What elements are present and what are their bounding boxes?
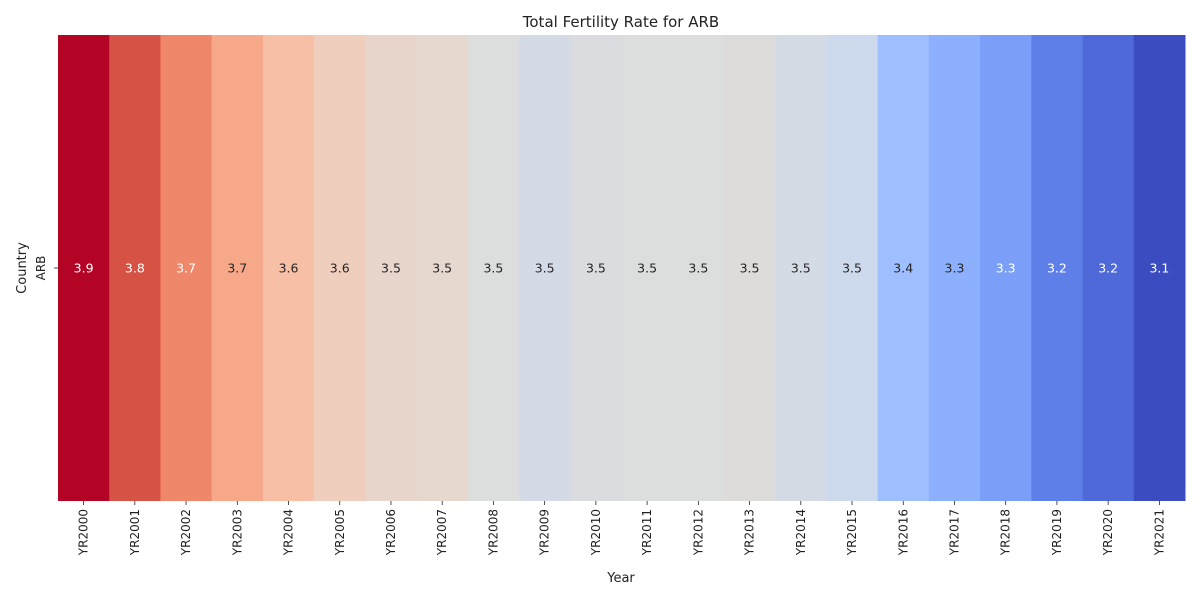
heatmap-cell-yr2014 [775, 35, 827, 501]
heatmap-cell-yr2016 [877, 35, 930, 501]
cell-value-label: 3.4 [893, 261, 913, 276]
x-tick-label: YR2010 [589, 509, 603, 556]
heatmap-cell-yr2010 [570, 35, 622, 501]
heatmap-cell-yr2006 [365, 35, 418, 501]
x-tick-label: YR2013 [743, 509, 757, 556]
heatmap-cell-yr2002 [160, 35, 213, 501]
heatmap-cell-yr2004 [262, 35, 315, 501]
x-tick-label: YR2019 [1050, 509, 1064, 556]
x-tick-label: YR2017 [947, 509, 961, 556]
heatmap-cell-yr2021 [1133, 35, 1186, 501]
x-tick-label: YR2009 [538, 509, 552, 556]
x-tick-label: YR2002 [179, 509, 193, 556]
cell-value-label: 3.5 [688, 261, 708, 276]
heatmap-cell-yr2009 [519, 35, 571, 501]
cell-value-label: 3.2 [1098, 261, 1118, 276]
x-tick-label: YR2007 [435, 509, 449, 556]
cell-value-label: 3.9 [74, 261, 94, 276]
heatmap-cell-yr2000 [58, 35, 110, 501]
cell-value-label: 3.5 [381, 261, 401, 276]
cell-value-label: 3.3 [945, 261, 965, 276]
x-tick-label: YR2001 [128, 509, 142, 556]
x-tick-label: YR2006 [384, 509, 398, 556]
heatmap-cell-yr2015 [826, 35, 879, 501]
cell-value-label: 3.2 [1047, 261, 1067, 276]
cell-value-label: 3.7 [176, 261, 196, 276]
cell-value-label: 3.1 [1149, 261, 1169, 276]
cell-value-label: 3.6 [330, 261, 350, 276]
x-axis-label: Year [606, 571, 635, 586]
heatmap-cell-yr2017 [928, 35, 981, 501]
heatmap-cell-yr2012 [672, 35, 725, 501]
x-tick-label: YR2014 [794, 509, 808, 556]
y-axis-ticks: ARB [34, 256, 58, 281]
y-tick-label: ARB [34, 256, 48, 281]
cell-value-label: 3.8 [125, 261, 145, 276]
heatmap-cell-yr2011 [621, 35, 674, 501]
heatmap-cells [58, 35, 1186, 501]
heatmap-cell-yr2001 [109, 35, 161, 501]
cell-value-label: 3.5 [483, 261, 503, 276]
x-tick-label: YR2016 [896, 509, 910, 556]
x-axis-ticks: YR2000 YR2001 YR2002 YR2003 YR2004 YR2005 YR20… [77, 501, 1166, 556]
cell-value-label: 3.5 [586, 261, 606, 276]
heatmap-cell-labels: 3.9 3.8 3.7 3.7 3.6 3.6 3.5 3.5 3.5 3.5 3.5 3.5 3.5 3… [74, 261, 1170, 276]
heatmap-cell-yr2020 [1082, 35, 1135, 501]
x-tick-label: YR2021 [1152, 509, 1166, 556]
x-tick-label: YR2000 [77, 509, 91, 556]
cell-value-label: 3.5 [740, 261, 760, 276]
x-tick-label: YR2011 [640, 509, 654, 556]
cell-value-label: 3.7 [227, 261, 247, 276]
cell-value-label: 3.5 [842, 261, 862, 276]
x-tick-label: YR2020 [1101, 509, 1115, 556]
x-tick-label: YR2015 [845, 509, 859, 556]
cell-value-label: 3.5 [432, 261, 452, 276]
x-tick-label: YR2008 [486, 509, 500, 556]
heatmap-cell-yr2007 [416, 35, 469, 501]
heatmap-cell-yr2008 [467, 35, 520, 501]
x-tick-label: YR2012 [691, 509, 705, 556]
cell-value-label: 3.3 [996, 261, 1016, 276]
chart-title: Total Fertility Rate for ARB [522, 13, 719, 31]
cell-value-label: 3.5 [535, 261, 555, 276]
cell-value-label: 3.5 [637, 261, 657, 276]
y-axis-label: Country [15, 242, 30, 294]
x-tick-label: YR2005 [333, 509, 347, 556]
x-tick-label: YR2018 [999, 509, 1013, 556]
heatmap-cell-yr2005 [314, 35, 366, 501]
x-tick-label: YR2003 [230, 509, 244, 556]
heatmap-cell-yr2019 [1031, 35, 1084, 501]
x-tick-label: YR2004 [282, 509, 296, 556]
heatmap-cell-yr2003 [211, 35, 264, 501]
heatmap-cell-yr2013 [723, 35, 776, 501]
cell-value-label: 3.5 [791, 261, 811, 276]
cell-value-label: 3.6 [279, 261, 299, 276]
heatmap-cell-yr2018 [980, 35, 1032, 501]
